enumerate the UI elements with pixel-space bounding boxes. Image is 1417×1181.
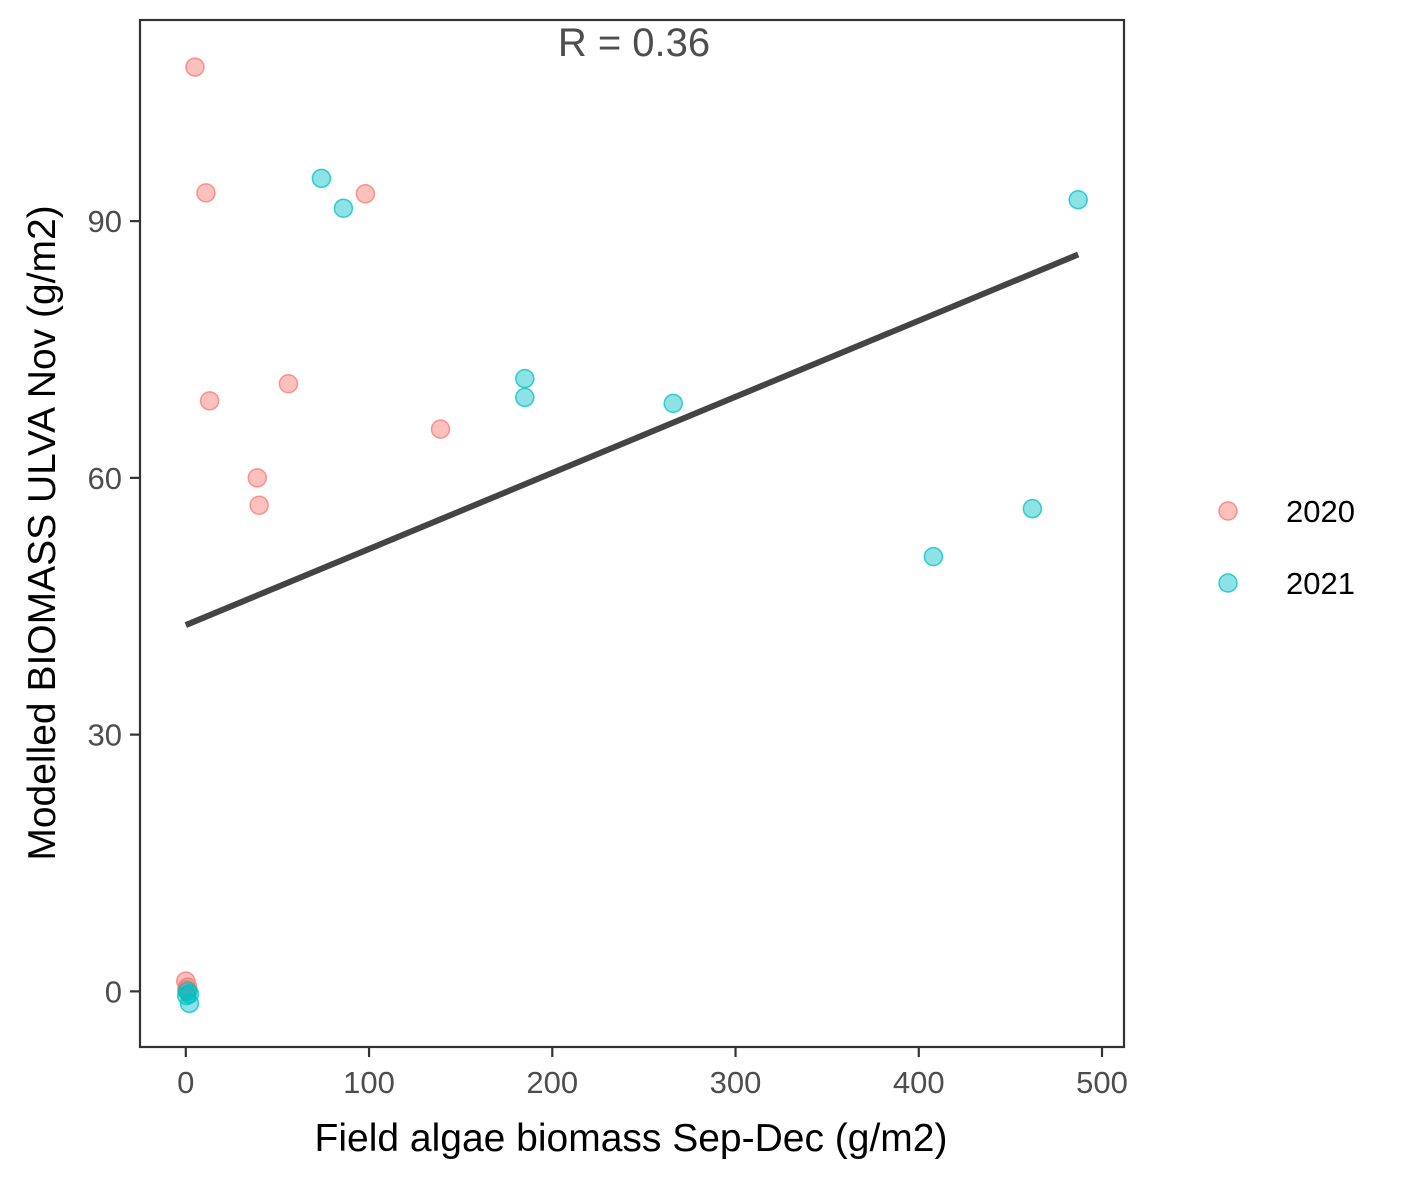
x-tick-label-200: 200 xyxy=(526,1065,578,1100)
y-axis: 0 30 60 90 xyxy=(88,204,140,1009)
legend-key-2020 xyxy=(1218,501,1238,521)
point-2021-1 xyxy=(333,198,354,219)
correlation-annotation: R = 0.36 xyxy=(558,21,710,65)
point-2020-4 xyxy=(199,391,220,411)
y-tick-label-30: 30 xyxy=(88,718,122,753)
point-2020-6 xyxy=(247,468,268,488)
x-tick-label-300: 300 xyxy=(710,1065,762,1100)
x-axis-title: Field algae biomass Sep-Dec (g/m2) xyxy=(315,1117,948,1160)
legend: 2020 2021 xyxy=(1218,494,1355,601)
point-2021-3 xyxy=(515,368,535,389)
x-tick-label-0: 0 xyxy=(177,1065,194,1100)
point-2020-3 xyxy=(278,373,299,394)
point-2020-0 xyxy=(185,57,205,77)
x-axis: 0 100 200 300 400 500 xyxy=(177,1047,1128,1100)
x-tick-label-400: 400 xyxy=(893,1065,945,1100)
point-2021-10 xyxy=(176,985,197,1006)
legend-label-2021: 2021 xyxy=(1286,566,1355,601)
point-2020-5 xyxy=(430,419,451,439)
point-2021-6 xyxy=(1022,498,1043,519)
point-2020-7 xyxy=(249,495,269,516)
point-2021-11 xyxy=(179,993,200,1014)
x-tick-label-500: 500 xyxy=(1076,1065,1128,1100)
point-2021-7 xyxy=(923,546,944,567)
point-2021-0 xyxy=(311,168,332,189)
y-axis-title: Modelled BIOMASS ULVA Nov (g/m2) xyxy=(21,205,64,860)
legend-key-2021 xyxy=(1218,573,1238,593)
regression-layer xyxy=(184,251,1080,628)
point-2020-2 xyxy=(355,183,376,204)
point-2020-1 xyxy=(196,183,216,203)
point-2021-5 xyxy=(663,393,683,414)
x-tick-label-100: 100 xyxy=(343,1065,395,1100)
legend-label-2020: 2020 xyxy=(1286,494,1355,529)
y-tick-label-90: 90 xyxy=(88,204,122,239)
plot-panel xyxy=(138,18,1126,1049)
point-2021-4 xyxy=(515,387,535,408)
y-tick-label-60: 60 xyxy=(88,461,122,496)
regression-line xyxy=(184,251,1080,628)
point-2021-2 xyxy=(1068,189,1088,210)
points-layer xyxy=(176,57,1088,1014)
y-tick-label-0: 0 xyxy=(105,974,122,1009)
